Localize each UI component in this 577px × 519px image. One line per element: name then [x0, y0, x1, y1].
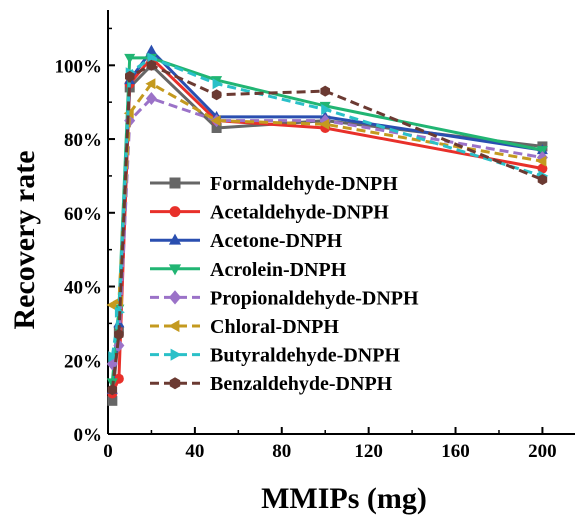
legend-marker [169, 377, 181, 390]
data-point [537, 174, 548, 186]
legend-label: Benzaldehyde-DNPH [210, 373, 393, 395]
legend-marker [169, 206, 181, 218]
series-layer [106, 44, 549, 406]
data-point [146, 59, 157, 71]
legend-entry: Benzaldehyde-DNPH [150, 373, 393, 395]
data-point [147, 52, 158, 64]
x-tick-label: 120 [354, 441, 383, 462]
legend-label: Acetaldehyde-DNPH [210, 202, 389, 224]
legend-entry: Butyraldehyde-DNPH [150, 345, 400, 367]
legend-marker [168, 319, 180, 333]
legend-entry: Acetone-DNPH [150, 230, 343, 252]
legend-label: Acetone-DNPH [210, 230, 343, 252]
y-tick-label: 20% [64, 351, 102, 372]
legend-label: Propionaldehyde-DNPH [210, 287, 419, 309]
y-axis-title: Recovery rate [8, 150, 41, 329]
legend-marker [168, 233, 182, 245]
x-tick-label: 80 [272, 441, 291, 462]
x-tick-label: 200 [528, 441, 557, 462]
legend-entry: Propionaldehyde-DNPH [150, 287, 419, 309]
data-point [125, 70, 135, 82]
tick-labels: 0 40 80 120 160 200 0% 20% 40% 60% 80% 100% [55, 56, 557, 462]
legend-label: Chloral-DNPH [210, 316, 339, 338]
legend-entry: Acetaldehyde-DNPH [150, 202, 389, 224]
x-tick-label: 0 [103, 441, 113, 462]
data-point [106, 299, 117, 311]
x-tick-label: 40 [185, 441, 204, 462]
data-point [321, 104, 332, 115]
data-point [113, 373, 124, 384]
data-point [124, 53, 136, 64]
data-point [108, 351, 119, 363]
legend-entry: Chloral-DNPH [150, 316, 339, 338]
legend-label: Butyraldehyde-DNPH [210, 345, 400, 367]
legend: Formaldehyde-DNPH Acetaldehyde-DNPH Aceton… [150, 173, 419, 395]
y-tick-label: 80% [64, 130, 102, 151]
legend-entry: Formaldehyde-DNPH [150, 173, 398, 195]
data-point [114, 329, 124, 340]
y-tick-label: 60% [64, 204, 102, 225]
data-point [145, 44, 157, 55]
data-point [211, 122, 222, 133]
data-point [145, 92, 157, 105]
legend-marker [170, 348, 182, 361]
legend-entry: Acrolein-DNPH [150, 259, 347, 281]
series-Benzaldehyde-DNPH [107, 59, 548, 396]
series-line [110, 63, 543, 390]
legend-marker [169, 177, 181, 189]
data-point [319, 118, 330, 130]
data-point [211, 89, 222, 101]
data-point [210, 115, 221, 127]
legend-label: Acrolein-DNPH [210, 259, 347, 281]
x-tick-label: 160 [441, 441, 470, 462]
data-point [536, 155, 547, 167]
legend-marker [168, 264, 182, 276]
data-point [537, 163, 548, 174]
x-axis-title: MMIPs (mg) [261, 482, 427, 515]
y-tick-label: 40% [64, 278, 102, 299]
data-point [107, 384, 118, 396]
data-point [320, 85, 330, 97]
y-tick-label: 0% [74, 425, 103, 446]
data-point [107, 395, 118, 406]
legend-marker [168, 290, 182, 305]
data-point [212, 78, 223, 90]
y-tick-label: 100% [55, 56, 103, 77]
legend-label: Formaldehyde-DNPH [210, 173, 398, 195]
data-point [145, 78, 156, 90]
